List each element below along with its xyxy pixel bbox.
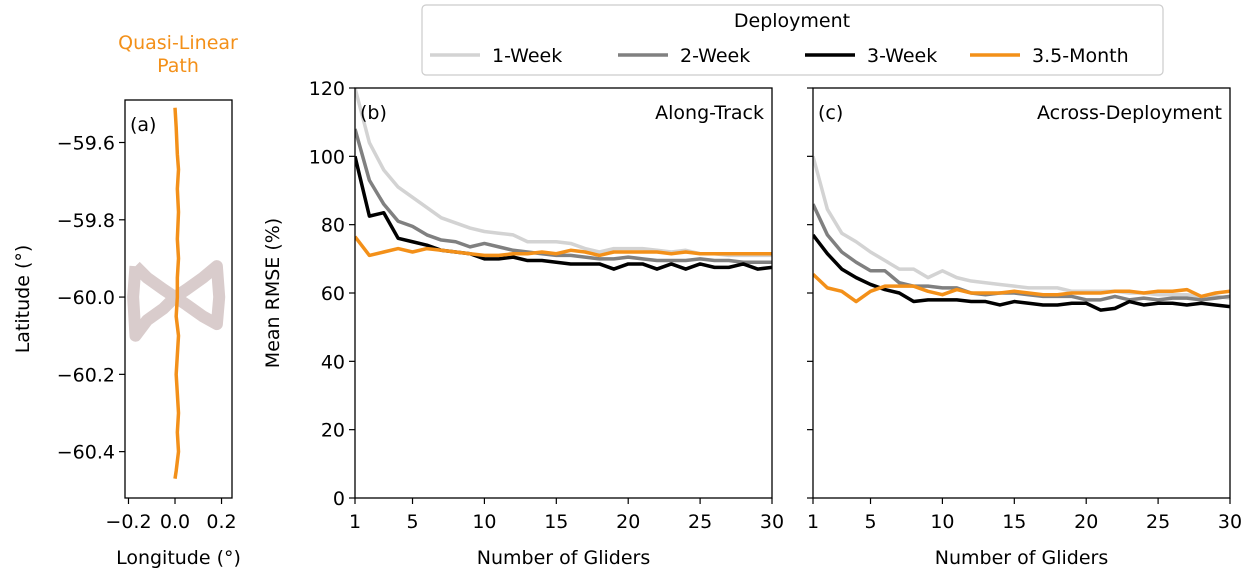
series-line	[355, 128, 772, 264]
y-axis-label: Mean RMSE (%)	[262, 218, 284, 368]
legend-box	[421, 4, 1164, 76]
y-axis-label: Latitude (°)	[12, 245, 34, 354]
annotation: (a)	[130, 114, 156, 136]
annotation: Across-Deployment	[1037, 102, 1222, 124]
x-tick-label: 1	[807, 511, 819, 533]
y-tick-label: 120	[309, 78, 345, 100]
x-tick-label: 1	[349, 511, 361, 533]
x-tick-label: 5	[406, 511, 418, 533]
legend-label: 3.5-Month	[1032, 45, 1129, 67]
axes-frame	[124, 99, 233, 499]
x-tick-label: 30	[1218, 511, 1242, 533]
x-tick-label: −0.2	[105, 511, 151, 533]
x-tick-label: 0.0	[160, 511, 190, 533]
y-tick-label: 100	[309, 146, 345, 168]
series-line	[355, 155, 772, 271]
series-line	[813, 272, 1230, 304]
x-tick-label: 20	[1074, 511, 1098, 533]
x-tick-label: 15	[1002, 511, 1026, 533]
series-line	[813, 155, 1230, 300]
x-axis-label: Longitude (°)	[116, 547, 241, 569]
axes-frame	[354, 87, 773, 499]
x-axis-label: Number of Gliders	[477, 547, 650, 569]
y-tick-label: 0	[333, 488, 345, 510]
series-line	[173, 107, 181, 479]
x-tick-label: 15	[544, 511, 568, 533]
legend-label: 1-Week	[492, 45, 562, 67]
legend-title: Deployment	[734, 10, 850, 32]
x-tick-label: 0.2	[206, 511, 236, 533]
legend-label: 3-Week	[867, 45, 937, 67]
x-tick-label: 25	[1146, 511, 1170, 533]
x-axis-label: Number of Gliders	[935, 547, 1108, 569]
y-tick-label: −59.6	[57, 133, 115, 155]
y-tick-label: −60.2	[57, 364, 115, 386]
x-tick-label: 20	[616, 511, 640, 533]
x-tick-label: 25	[688, 511, 712, 533]
y-tick-label: −60.0	[57, 287, 115, 309]
legend-label: 2-Week	[680, 45, 750, 67]
x-tick-label: 10	[930, 511, 954, 533]
x-tick-label: 10	[472, 511, 496, 533]
y-tick-label: 20	[321, 420, 345, 442]
y-tick-label: 80	[321, 215, 345, 237]
y-tick-label: −59.8	[57, 210, 115, 232]
annotation: Along-Track	[655, 102, 764, 124]
annotation: (b)	[360, 102, 387, 124]
x-tick-label: 5	[864, 511, 876, 533]
y-tick-label: 40	[321, 351, 345, 373]
x-tick-label: 30	[760, 511, 784, 533]
series-line	[355, 235, 772, 258]
series-line	[127, 260, 226, 342]
y-tick-label: 60	[321, 283, 345, 305]
panel-title: Quasi-Linear Path	[118, 32, 238, 77]
y-tick-label: −60.4	[57, 442, 115, 464]
annotation: (c)	[818, 102, 843, 124]
